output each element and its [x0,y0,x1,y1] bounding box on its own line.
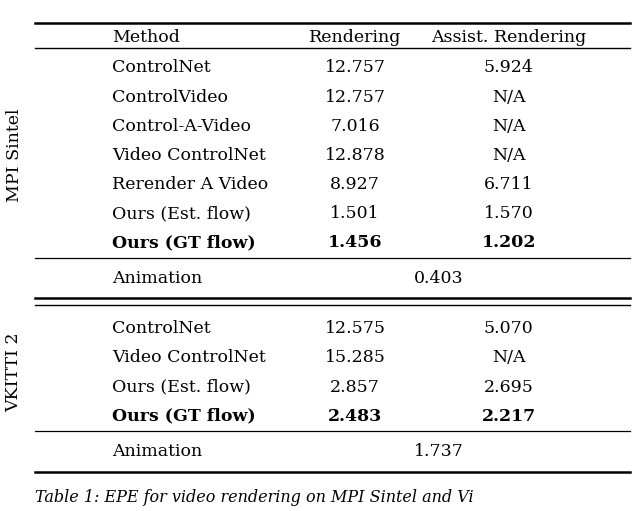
Text: 12.757: 12.757 [324,59,386,77]
Text: N/A: N/A [492,88,525,106]
Text: Ours (GT flow): Ours (GT flow) [112,408,255,425]
Text: Method: Method [112,29,180,47]
Text: Ours (Est. flow): Ours (Est. flow) [112,205,251,222]
Text: VKITTI 2: VKITTI 2 [6,333,22,412]
Text: Ours (Est. flow): Ours (Est. flow) [112,379,251,396]
Text: 6.711: 6.711 [484,176,534,193]
Text: 0.403: 0.403 [413,270,463,287]
Text: Control-A-Video: Control-A-Video [112,118,251,135]
Text: Video ControlNet: Video ControlNet [112,350,266,366]
Text: 15.285: 15.285 [324,350,386,366]
Text: 1.202: 1.202 [482,234,536,251]
Text: 12.878: 12.878 [325,147,385,164]
Text: 1.501: 1.501 [330,205,380,222]
Text: 12.757: 12.757 [324,88,386,106]
Text: 2.217: 2.217 [482,408,536,425]
Text: Table 1: EPE for video rendering on MPI Sintel and Vi: Table 1: EPE for video rendering on MPI … [35,489,474,506]
Text: 2.483: 2.483 [328,408,382,425]
Text: Rendering: Rendering [309,29,401,47]
Text: 1.570: 1.570 [484,205,534,222]
Text: Ours (GT flow): Ours (GT flow) [112,234,255,251]
Text: 12.575: 12.575 [324,320,386,337]
Text: 5.924: 5.924 [484,59,534,77]
Text: Animation: Animation [112,270,202,287]
Text: ControlNet: ControlNet [112,320,211,337]
Text: N/A: N/A [492,118,525,135]
Text: Assist. Rendering: Assist. Rendering [431,29,586,47]
Text: 1.737: 1.737 [413,443,463,460]
Text: 7.016: 7.016 [330,118,380,135]
Text: 8.927: 8.927 [330,176,380,193]
Text: Rerender A Video: Rerender A Video [112,176,268,193]
Text: MPI Sintel: MPI Sintel [6,109,22,202]
Text: 2.857: 2.857 [330,379,380,396]
Text: Animation: Animation [112,443,202,460]
Text: ControlNet: ControlNet [112,59,211,77]
Text: N/A: N/A [492,147,525,164]
Text: 1.456: 1.456 [328,234,383,251]
Text: Video ControlNet: Video ControlNet [112,147,266,164]
Text: 2.695: 2.695 [484,379,534,396]
Text: ControlVideo: ControlVideo [112,88,228,106]
Text: 5.070: 5.070 [484,320,534,337]
Text: N/A: N/A [492,350,525,366]
